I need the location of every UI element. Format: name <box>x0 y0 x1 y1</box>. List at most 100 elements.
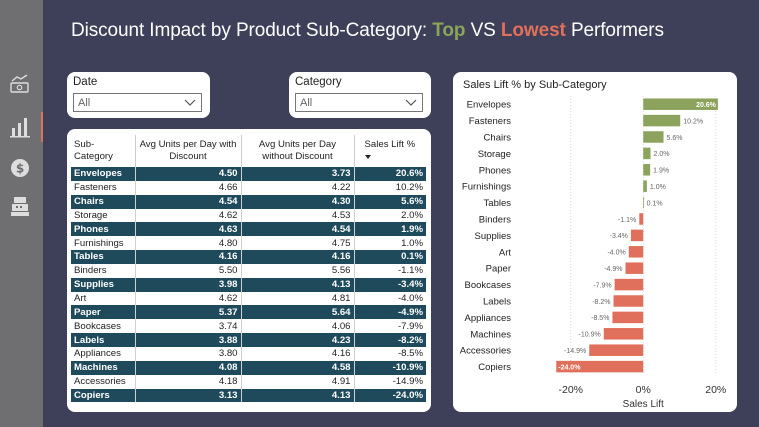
table-row[interactable]: Accessories 4.18 4.91 -14.9% <box>71 374 426 389</box>
cell-sales-lift: -4.9% <box>354 305 426 320</box>
bar[interactable] <box>628 246 644 258</box>
data-label: -4.9% <box>604 266 622 273</box>
data-label: -8.2% <box>592 299 610 306</box>
cell-without-discount: 4.54 <box>241 222 355 237</box>
cell-sales-lift: -1.1% <box>354 263 426 278</box>
table-row[interactable]: Chairs 4.54 4.30 5.6% <box>71 194 426 209</box>
col-header-without-discount[interactable]: Avg Units per Day without Discount <box>241 135 355 167</box>
category-label: Storage <box>478 149 511 160</box>
sort-descending-icon <box>364 155 371 159</box>
data-label: -14.9% <box>564 348 586 355</box>
cell-sales-lift: -3.4% <box>354 277 426 292</box>
cell-without-discount: 4.81 <box>241 291 355 306</box>
bar[interactable] <box>643 131 664 143</box>
cell-sales-lift: 1.0% <box>354 236 426 251</box>
category-label: Envelopes <box>467 100 512 111</box>
chevron-down-icon <box>405 99 417 106</box>
cell-with-discount: 4.80 <box>135 236 242 251</box>
svg-text:$: $ <box>16 162 24 176</box>
date-dropdown[interactable]: All <box>73 93 202 112</box>
col-header-with-discount[interactable]: Avg Units per Day with Discount <box>135 135 242 167</box>
data-label: -3.4% <box>610 233 628 240</box>
table-row[interactable]: Paper 5.37 5.64 -4.9% <box>71 305 426 320</box>
bar[interactable] <box>556 360 644 373</box>
table-row[interactable]: Copiers 3.13 4.13 -24.0% <box>71 388 426 403</box>
dollar-coin-icon[interactable]: $ <box>8 156 32 180</box>
bar[interactable] <box>643 98 718 110</box>
table-row[interactable]: Appliances 3.80 4.16 -8.5% <box>71 346 426 361</box>
title-top: Top <box>432 20 466 41</box>
money-trend-icon[interactable] <box>8 72 32 96</box>
data-label: -8.5% <box>591 315 609 322</box>
cell-sales-lift: -8.2% <box>354 333 426 347</box>
table-row[interactable]: Storage 4.62 4.53 2.0% <box>71 208 426 223</box>
bar[interactable] <box>643 180 647 192</box>
cell-subcategory: Envelopes <box>71 167 136 181</box>
col-header-sales-lift[interactable]: Sales Lift % <box>354 135 426 167</box>
table-row[interactable]: Fasteners 4.66 4.22 10.2% <box>71 180 426 195</box>
table-row[interactable]: Tables 4.16 4.16 0.1% <box>71 250 426 264</box>
table-row[interactable]: Machines 4.08 4.58 -10.9% <box>71 360 426 375</box>
cell-without-discount: 5.64 <box>241 305 355 320</box>
category-label: Furnishings <box>462 182 511 193</box>
cell-with-discount: 3.74 <box>135 319 242 334</box>
category-slicer: Category All <box>289 72 431 118</box>
cell-with-discount: 4.62 <box>135 208 242 223</box>
cell-sales-lift: 0.1% <box>354 250 426 264</box>
bar[interactable] <box>613 295 644 307</box>
table-row[interactable]: Labels 3.88 4.23 -8.2% <box>71 333 426 347</box>
bar[interactable] <box>612 311 644 324</box>
sidebar-nav: $ <box>0 0 43 427</box>
bar[interactable] <box>643 196 645 209</box>
table-row[interactable]: Bookcases 3.74 4.06 -7.9% <box>71 319 426 334</box>
cell-with-discount: 4.18 <box>135 374 242 389</box>
table-row[interactable]: Binders 5.50 5.56 -1.1% <box>71 263 426 278</box>
data-label: 5.6% <box>667 135 683 142</box>
category-label: Supplies <box>475 231 512 242</box>
bar-chart-icon[interactable] <box>8 115 32 139</box>
cell-without-discount: 4.58 <box>241 360 355 375</box>
bar[interactable] <box>625 262 644 274</box>
category-label: Appliances <box>465 313 512 324</box>
table-row[interactable]: Art 4.62 4.81 -4.0% <box>71 291 426 306</box>
cell-with-discount: 4.50 <box>135 167 242 181</box>
category-label: Binders <box>479 215 511 226</box>
category-label: Labels <box>483 297 511 308</box>
sales-lift-chart-card: Sales Lift % by Sub-Category -20% 0% 20% En… <box>453 72 737 412</box>
data-label: 0.1% <box>647 200 663 207</box>
bar[interactable] <box>614 278 644 291</box>
table-row[interactable]: Envelopes 4.50 3.73 20.6% <box>71 167 426 181</box>
bar[interactable] <box>643 164 651 176</box>
cash-register-icon[interactable] <box>8 195 32 219</box>
bar[interactable] <box>589 344 644 356</box>
title-suffix: Performers <box>565 20 664 41</box>
bar[interactable] <box>643 147 651 160</box>
cell-sales-lift: 2.0% <box>354 208 426 223</box>
title-prefix: Discount Impact by Product Sub-Category: <box>71 20 433 41</box>
cell-without-discount: 4.30 <box>241 194 355 209</box>
table-header-row: Sub-Category Avg Units per Day with Disc… <box>71 135 426 167</box>
bar[interactable] <box>630 229 644 242</box>
cell-subcategory: Paper <box>71 305 136 320</box>
x-axis-label: Sales Lift <box>623 399 664 410</box>
data-label: 1.0% <box>650 184 666 191</box>
table-row[interactable]: Furnishings 4.80 4.75 1.0% <box>71 236 426 251</box>
cell-without-discount: 4.16 <box>241 250 355 264</box>
cell-sales-lift: -10.9% <box>354 360 426 375</box>
category-label: Tables <box>484 198 512 209</box>
table-row[interactable]: Phones 4.63 4.54 1.9% <box>71 222 426 237</box>
cell-without-discount: 4.75 <box>241 236 355 251</box>
bar[interactable] <box>603 328 644 340</box>
cell-with-discount: 4.62 <box>135 291 242 306</box>
category-label: Copiers <box>478 362 511 373</box>
title-lowest: Lowest <box>500 20 566 41</box>
table-row[interactable]: Supplies 3.98 4.13 -3.4% <box>71 277 426 292</box>
cell-subcategory: Appliances <box>71 346 136 361</box>
sales-lift-table-card: Sub-Category Avg Units per Day with Disc… <box>67 129 431 412</box>
active-nav-indicator <box>41 112 43 142</box>
bar[interactable] <box>643 114 681 127</box>
category-dropdown[interactable]: All <box>295 93 423 112</box>
bar[interactable] <box>639 213 644 225</box>
cell-sales-lift: -7.9% <box>354 319 426 334</box>
col-header-subcategory[interactable]: Sub-Category <box>71 135 136 167</box>
